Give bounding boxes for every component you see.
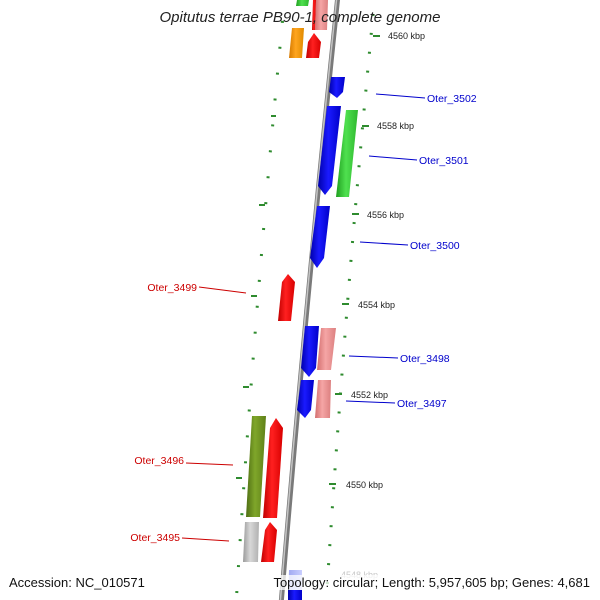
gene-feature-oter-3498[interactable] xyxy=(317,328,336,370)
inner-major-ticks xyxy=(236,115,276,479)
gene-feature-oter-3501[interactable] xyxy=(318,106,341,195)
gene-feature-oter-3495-grey[interactable] xyxy=(243,522,259,562)
gene-feature-red-top[interactable] xyxy=(312,0,316,30)
gene-label-oter-3501[interactable]: Oter_3501 xyxy=(419,155,469,167)
gene-feature-green-mid[interactable] xyxy=(336,110,358,197)
kbp-label-4560: 4560 kbp xyxy=(388,31,425,41)
outer-major-ticks xyxy=(329,35,380,485)
map-title: Opitutus terrae PB90-1, complete genome xyxy=(159,9,441,26)
gene-feature-oter-3495[interactable] xyxy=(261,522,277,562)
gene-feature-oter-3497[interactable] xyxy=(315,380,331,418)
gene-feature-green-top[interactable] xyxy=(296,0,309,6)
gene-label-oter-3502[interactable]: Oter_3502 xyxy=(427,93,477,105)
gene-feature-oter-3498-blue[interactable] xyxy=(301,326,319,377)
gene-feature-blue-bottom-dark[interactable] xyxy=(288,590,302,600)
gene-feature-oter-3496-olive[interactable] xyxy=(246,416,266,517)
gene-labels: Oter_3502 Oter_3501 Oter_3500 Oter_3499 … xyxy=(130,93,476,544)
gene-label-oter-3497[interactable]: Oter_3497 xyxy=(397,398,447,410)
genome-backbone xyxy=(278,0,340,600)
genome-backbone-highlight xyxy=(279,0,338,600)
accession-label: Accession: NC_010571 xyxy=(7,575,147,590)
gene-feature-oter-3496[interactable] xyxy=(263,418,283,518)
gene-feature-oter-3500[interactable] xyxy=(310,206,330,268)
gene-label-oter-3500[interactable]: Oter_3500 xyxy=(410,240,460,252)
kbp-label-4556: 4556 kbp xyxy=(367,210,404,220)
kbp-label-4554: 4554 kbp xyxy=(358,300,395,310)
gene-feature-oter-3499[interactable] xyxy=(278,274,295,321)
gene-label-oter-3498[interactable]: Oter_3498 xyxy=(400,353,450,365)
kbp-label-4550: 4550 kbp xyxy=(346,480,383,490)
genome-summary-label: Topology: circular; Length: 5,957,605 bp… xyxy=(271,575,592,590)
gene-feature-oter-3502[interactable] xyxy=(329,77,345,98)
inner-tick-ring xyxy=(234,0,287,600)
gene-leader-lines xyxy=(181,93,426,542)
kbp-label-4552: 4552 kbp xyxy=(351,390,388,400)
gene-feature-orange[interactable] xyxy=(289,28,304,58)
kbp-label-4558: 4558 kbp xyxy=(377,121,414,131)
gene-label-oter-3499[interactable]: Oter_3499 xyxy=(147,282,197,294)
gene-feature-oter-3497-blue[interactable] xyxy=(297,380,314,418)
gene-feature-red-upper[interactable] xyxy=(306,33,321,58)
gene-label-oter-3496[interactable]: Oter_3496 xyxy=(134,455,184,467)
gene-features xyxy=(243,0,358,600)
gene-label-oter-3495[interactable]: Oter_3495 xyxy=(130,532,180,544)
gene-feature-pink-top[interactable] xyxy=(315,0,328,30)
